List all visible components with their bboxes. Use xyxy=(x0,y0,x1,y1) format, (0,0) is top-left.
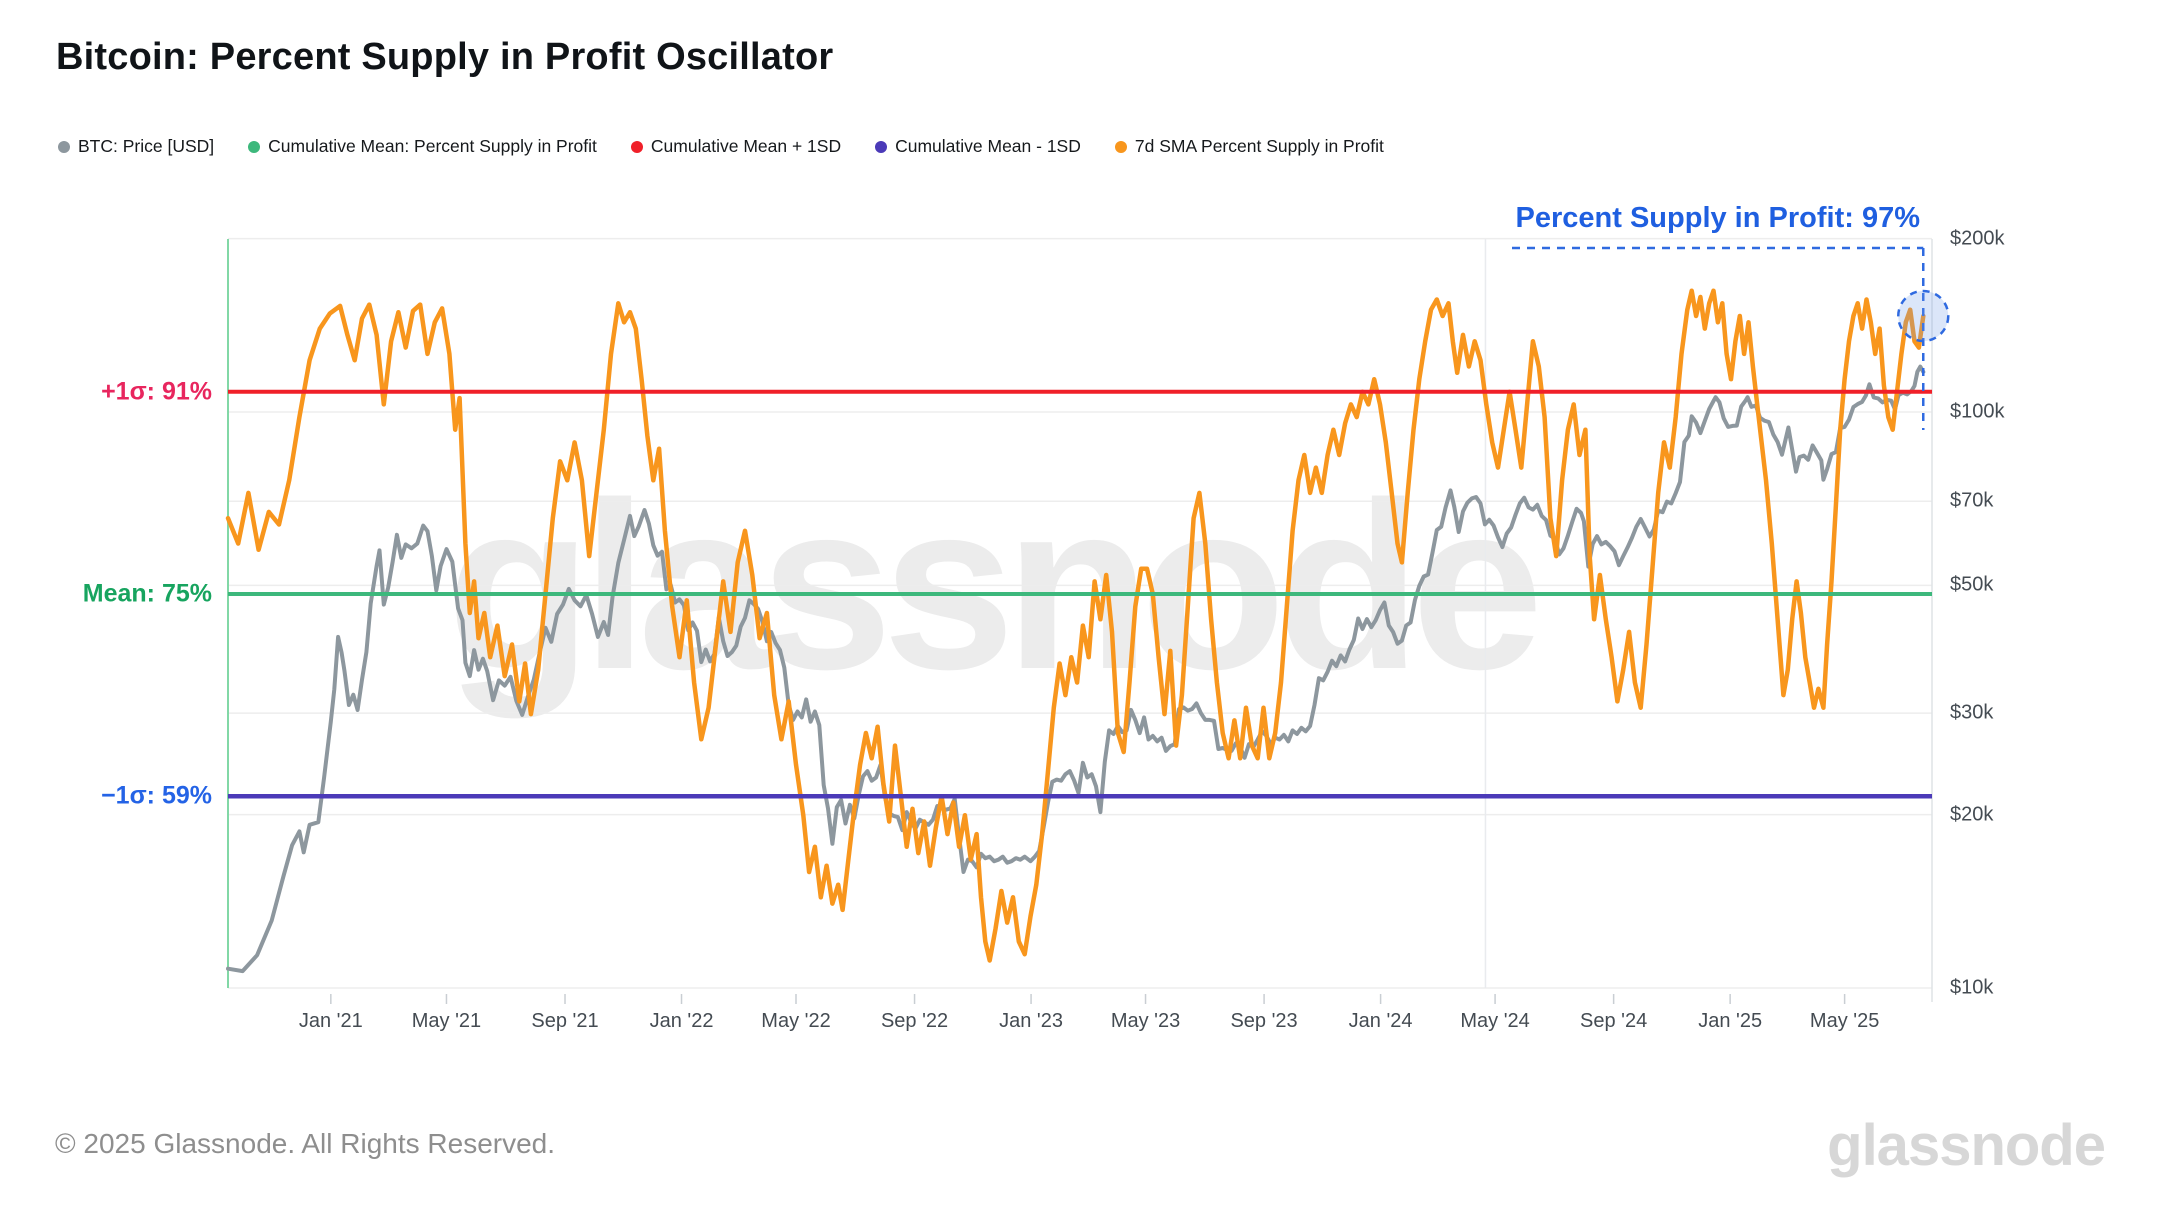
glassnode-watermark: glassnode xyxy=(446,454,1543,719)
x-axis-label: May '22 xyxy=(761,1010,831,1032)
x-axis-label: May '25 xyxy=(1809,1010,1880,1032)
legend-label: BTC: Price [USD] xyxy=(78,136,215,156)
legend-item-1[interactable]: Cumulative Mean: Percent Supply in Profi… xyxy=(248,136,597,157)
y-axis-label: $70k xyxy=(1950,489,1994,512)
legend-item-3[interactable]: Cumulative Mean - 1SD xyxy=(875,136,1081,157)
glassnode-logo: glassnode xyxy=(1827,1113,2106,1178)
legend-label: Cumulative Mean - 1SD xyxy=(895,136,1081,156)
x-axis-label: Sep '21 xyxy=(531,1010,599,1032)
x-axis-label: Jan '24 xyxy=(1348,1010,1413,1032)
stat-line-label: −1σ: 59% xyxy=(101,781,212,810)
legend-dot-icon xyxy=(875,140,888,153)
highlight-circle xyxy=(1897,289,1950,343)
x-axis-label: Sep '22 xyxy=(880,1010,949,1032)
supply-in-profit-line xyxy=(225,288,1926,963)
x-axis-label: May '24 xyxy=(1460,1010,1530,1032)
stat-line-label: Mean: 75% xyxy=(82,579,212,608)
x-axis-label: May '21 xyxy=(411,1010,482,1032)
legend-item-4[interactable]: 7d SMA Percent Supply in Profit xyxy=(1114,136,1384,157)
legend-label: Cumulative Mean: Percent Supply in Profi… xyxy=(268,136,597,156)
y-axis-label: $20k xyxy=(1950,803,1994,826)
x-axis-label: Jan '25 xyxy=(1698,1010,1763,1032)
btc-price-line xyxy=(226,364,1926,974)
x-axis-label: Jan '22 xyxy=(649,1010,714,1032)
footer-copyright: © 2025 Glassnode. All Rights Reserved. xyxy=(55,1128,556,1159)
legend-label: Cumulative Mean + 1SD xyxy=(650,136,842,156)
x-axis-label: Sep '24 xyxy=(1580,1010,1648,1032)
x-axis-label: May '23 xyxy=(1110,1010,1181,1032)
y-axis-label: $50k xyxy=(1950,573,1994,596)
legend-dot-icon xyxy=(58,140,70,153)
legend-dot-icon xyxy=(248,140,261,153)
y-axis-label: $200k xyxy=(1950,227,2005,250)
page-title: Bitcoin: Percent Supply in Profit Oscill… xyxy=(56,36,834,78)
legend-item-2[interactable]: Cumulative Mean + 1SD xyxy=(630,136,842,157)
legend-dot-icon xyxy=(630,140,643,153)
x-axis-label: Jan '21 xyxy=(298,1010,363,1032)
x-axis-label: Sep '23 xyxy=(1230,1010,1298,1032)
y-axis-label: $30k xyxy=(1950,701,1994,724)
x-axis-label: Jan '23 xyxy=(999,1010,1063,1032)
y-axis-label: $10k xyxy=(1950,976,1994,999)
legend-item-0[interactable]: BTC: Price [USD] xyxy=(58,136,214,157)
legend-dot-icon xyxy=(1114,140,1127,153)
annotation-callout: Percent Supply in Profit: 97% xyxy=(1515,202,1920,234)
legend-label: 7d SMA Percent Supply in Profit xyxy=(1134,136,1384,156)
stat-line-label: +1σ: 91% xyxy=(101,377,212,406)
legend: BTC: Price [USD] Cumulative Mean: Percent… xyxy=(58,136,1384,157)
y-axis-label: $100k xyxy=(1950,400,2005,423)
